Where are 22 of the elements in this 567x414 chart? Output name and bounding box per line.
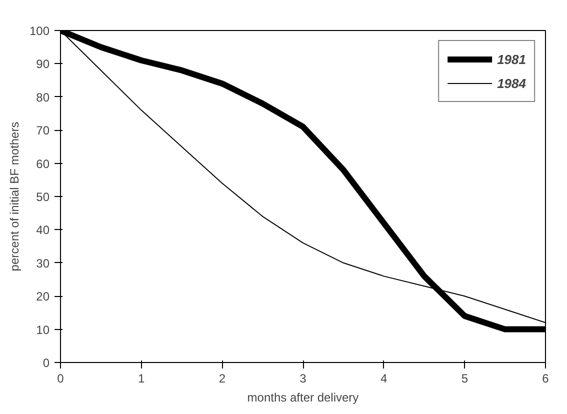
y-tick-label: 90 [36, 57, 50, 72]
y-tick-label: 70 [36, 124, 50, 138]
x-tick-label: 5 [461, 372, 468, 386]
y-tick-label: 100 [29, 24, 50, 38]
y-tick-label: 10 [36, 322, 50, 337]
y-tick-label: 80 [36, 90, 50, 104]
y-tick-label: 30 [36, 256, 50, 270]
x-tick-label: 2 [218, 372, 226, 386]
x-tick-label: 3 [300, 372, 307, 386]
y-tick-label: 20 [36, 290, 50, 304]
x-tick-label: 0 [57, 372, 64, 386]
x-tick-label: 6 [542, 372, 550, 386]
x-axis-title: months after delivery [247, 390, 359, 404]
y-tick-label: 40 [36, 223, 50, 238]
y-tick-label: 50 [36, 190, 50, 204]
y-axis-title: percent of initial BF mothers [7, 122, 22, 272]
legend-label: 1981 [497, 52, 526, 66]
x-tick-label: 1 [138, 372, 145, 386]
y-tick-label: 0 [42, 356, 50, 370]
legend-label: 1984 [497, 76, 526, 90]
y-tick-label: 60 [36, 156, 50, 171]
x-tick-label: 4 [380, 372, 388, 386]
